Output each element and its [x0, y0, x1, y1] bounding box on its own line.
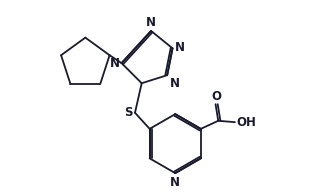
Text: N: N — [146, 16, 156, 29]
Text: N: N — [170, 176, 180, 189]
Text: OH: OH — [236, 116, 256, 129]
Text: N: N — [175, 41, 185, 53]
Text: N: N — [170, 76, 180, 90]
Text: N: N — [110, 57, 120, 70]
Text: O: O — [212, 90, 222, 102]
Text: S: S — [124, 106, 133, 119]
